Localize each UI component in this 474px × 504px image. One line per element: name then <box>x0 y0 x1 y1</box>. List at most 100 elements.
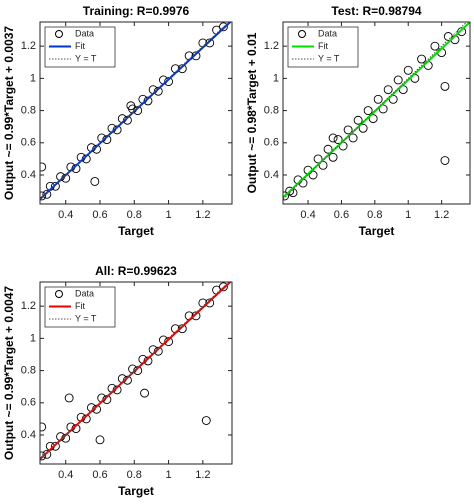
data-point <box>191 311 201 321</box>
y-tick-label: 0.6 <box>21 137 36 149</box>
data-point <box>457 27 467 37</box>
legend-symbol <box>55 30 63 38</box>
legend-label: Fit <box>75 301 85 311</box>
data-point <box>143 356 153 366</box>
data-point <box>126 101 136 111</box>
data-point <box>95 435 105 445</box>
axes-box <box>282 21 471 205</box>
data-point <box>363 106 373 116</box>
x-axis-label: Target <box>118 484 154 498</box>
data-point <box>318 160 328 170</box>
x-tick-label: 1 <box>166 469 172 481</box>
data-point <box>358 123 368 133</box>
x-tick-label: 0.6 <box>92 209 107 221</box>
y-tick-label: 0.6 <box>21 397 36 409</box>
fit-line <box>283 22 470 199</box>
data-point <box>373 94 383 104</box>
y-tick-label: 0.4 <box>21 429 36 441</box>
data-point <box>378 104 388 114</box>
legend-label: Fit <box>75 41 85 51</box>
data-point <box>50 181 60 191</box>
data-point <box>42 189 52 199</box>
x-axis-label: Target <box>118 224 154 238</box>
x-axis-label: Target <box>359 224 395 238</box>
y-axis-label: Output ~= 0.99*Target + 0.0047 <box>2 286 16 461</box>
x-tick-label: 0.6 <box>92 469 107 481</box>
x-tick-label: 1 <box>405 209 411 221</box>
data-point <box>328 133 338 143</box>
y-tick-label: 0.4 <box>264 169 279 181</box>
legend-label: Data <box>318 28 337 38</box>
y-tick-label: 1 <box>30 332 36 344</box>
data-point <box>201 416 211 425</box>
data-point <box>440 156 450 165</box>
data-point <box>191 51 201 61</box>
x-tick-label: 0.4 <box>58 469 73 481</box>
data-point <box>383 85 393 95</box>
data-point <box>143 96 153 106</box>
x-tick-label: 1.2 <box>434 209 449 221</box>
y-tick-label: 1 <box>30 72 36 84</box>
x-tick-label: 1.2 <box>195 469 210 481</box>
data-point <box>353 115 363 125</box>
y-tick-label: 1.2 <box>21 40 36 52</box>
y-tick-label: 0.6 <box>264 137 279 149</box>
data-point <box>343 125 353 135</box>
data-point <box>90 177 100 186</box>
data-point <box>308 170 318 180</box>
data-point <box>323 144 333 154</box>
fit-line <box>40 22 232 200</box>
data-point <box>205 298 215 308</box>
data-point <box>218 282 228 292</box>
identity-line <box>40 22 230 200</box>
data-point <box>205 38 215 48</box>
x-tick-label: 0.8 <box>127 209 142 221</box>
identity-line <box>40 282 230 460</box>
data-point <box>430 41 440 51</box>
chart-title: Training: R=0.9976 <box>83 4 190 18</box>
legend-label: Y = T <box>318 53 340 63</box>
x-tick-label: 1 <box>166 209 172 221</box>
chart-title: All: R=0.99623 <box>95 264 177 278</box>
y-tick-label: 1 <box>273 72 279 84</box>
y-tick-label: 0.8 <box>264 104 279 116</box>
data-point <box>140 388 150 398</box>
data-point <box>403 65 413 75</box>
data-point <box>40 451 47 461</box>
legend-label: Y = T <box>75 313 97 323</box>
axes-box <box>39 21 233 205</box>
fit-line <box>40 282 232 460</box>
plot-content <box>40 282 232 461</box>
legend-label: Fit <box>318 41 328 51</box>
data-point <box>50 441 60 451</box>
y-axis-label: Output ~= 0.99*Target + 0.0037 <box>2 26 16 201</box>
y-tick-label: 0.8 <box>21 104 36 116</box>
y-axis-label: Output ~= 0.98*Target + 0.01 <box>245 32 259 193</box>
chart-title: Test: R=0.98794 <box>331 4 421 18</box>
legend-label: Y = T <box>75 53 97 63</box>
data-point <box>393 75 403 85</box>
legend-label: Data <box>75 288 94 298</box>
y-tick-label: 0.4 <box>21 169 36 181</box>
data-point <box>283 191 290 201</box>
axes-box <box>39 281 233 465</box>
data-point <box>313 154 323 164</box>
x-tick-label: 0.4 <box>300 209 315 221</box>
legend-symbol <box>55 290 63 298</box>
data-point <box>42 449 52 459</box>
y-tick-label: 1.2 <box>264 40 279 52</box>
data-point <box>40 422 47 432</box>
y-tick-label: 1.2 <box>21 300 36 312</box>
data-point <box>40 191 47 201</box>
x-tick-label: 1.2 <box>195 209 210 221</box>
data-point <box>417 54 427 64</box>
y-tick-label: 0.8 <box>21 364 36 376</box>
plot-content <box>283 22 470 201</box>
x-tick-label: 0.6 <box>334 209 349 221</box>
identity-line <box>283 22 468 200</box>
data-point <box>40 162 47 172</box>
legend-label: Data <box>75 28 94 38</box>
legend-symbol <box>298 30 306 38</box>
